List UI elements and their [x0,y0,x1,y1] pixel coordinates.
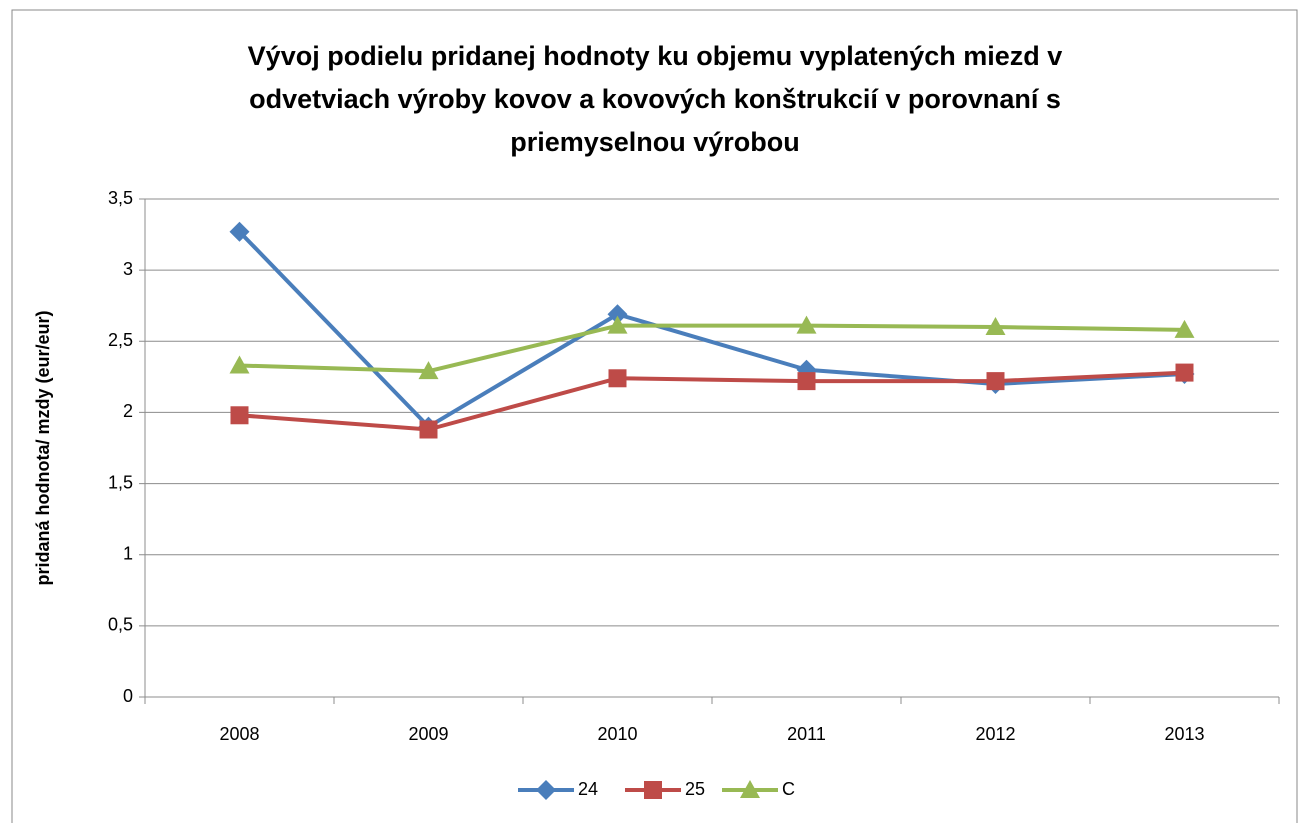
y-tick-label: 1,5 [108,472,133,492]
y-tick-label: 2,5 [108,330,133,350]
x-tick-label: 2008 [219,724,259,744]
chart-title: priemyselnou výrobou [510,127,800,157]
y-tick-label: 3,5 [108,188,133,208]
data-point [607,315,628,334]
data-point [230,406,249,425]
data-point [418,361,439,380]
x-tick-label: 2010 [597,724,637,744]
chart-frame [11,9,1298,823]
legend-marker [644,781,662,799]
data-point [608,369,627,388]
y-tick-label: 0 [123,686,133,706]
data-point [607,304,628,325]
series-line [238,230,1185,429]
data-point [985,317,1006,336]
data-point [1175,363,1194,382]
y-tick-label: 0,5 [108,615,133,635]
data-point [229,355,250,374]
series-line [239,370,1185,432]
data-point [1174,319,1195,338]
x-tick-label: 2009 [408,724,448,744]
y-tick-label: 3 [123,259,133,279]
data-point [797,372,816,391]
x-tick-label: 2011 [787,724,826,744]
y-tick-label: 1 [123,543,133,563]
data-point [419,420,438,439]
y-tick-label: 2 [123,401,133,421]
y-axis-label: pridaná hodnota/ mzdy (eur/eur) [33,310,53,585]
legend-label: 25 [685,779,705,799]
data-point [796,315,817,334]
x-tick-label: 2013 [1164,724,1204,744]
legend-marker [740,780,760,798]
legend-label: C [782,779,795,799]
data-point [986,372,1005,391]
series-line [239,323,1185,374]
x-tick-label: 2012 [975,724,1015,744]
legend-label: 24 [578,779,598,799]
legend-marker [536,780,556,800]
chart-title: odvetviach výroby kovov a kovových konšt… [249,84,1061,114]
chart-title: Vývoj podielu pridanej hodnoty ku objemu… [248,41,1063,71]
data-point [229,221,250,242]
